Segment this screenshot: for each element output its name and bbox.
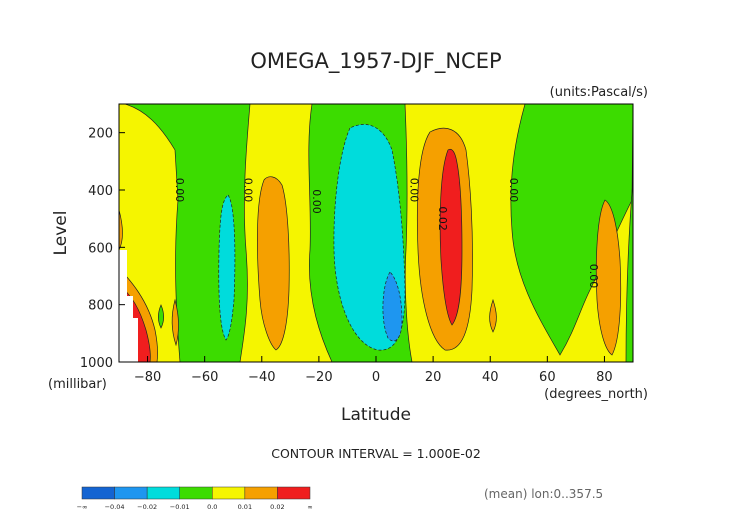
contour-label: 0.00 (507, 178, 520, 203)
y-axis-unit: (millibar) (48, 377, 107, 392)
x-tick-label: −80 (134, 370, 161, 385)
contour-label: 0.00 (173, 178, 186, 203)
y-tick-label: 1000 (80, 356, 113, 371)
contour-interval: CONTOUR INTERVAL = 1.000E-02 (271, 446, 481, 461)
contour-label: 0.00 (587, 264, 600, 289)
contour-labels: 0.00 0.00 0.00 0.00 0.02 0.00 0.00 (173, 178, 600, 289)
contour-label: 0.00 (242, 178, 255, 203)
y-tick-label: 400 (88, 184, 113, 199)
legend-swatch (212, 486, 246, 500)
legend-swatch (244, 486, 278, 500)
band-cyan-south (218, 194, 236, 341)
legend-label: ∞ (307, 503, 312, 511)
band-red-north (439, 148, 463, 326)
y-axis-label: Level (51, 211, 71, 256)
x-tick-label: −20 (305, 370, 332, 385)
contour-field (119, 104, 633, 362)
color-legend: −∞ −0.04 −0.02 −0.01 0.0 0.01 0.02 ∞ (77, 486, 313, 511)
mean-note: (mean) lon:0..357.5 (484, 487, 603, 501)
legend-swatch (277, 486, 311, 500)
x-tick-label: −60 (191, 370, 218, 385)
y-tick-label: 800 (88, 299, 113, 314)
band-blue-mid (382, 271, 403, 342)
legend-swatch (146, 486, 180, 500)
legend-label: −0.02 (137, 503, 157, 511)
contour-label: 0.02 (436, 206, 449, 231)
x-tick-label: 20 (425, 370, 442, 385)
band-orange-small-b (489, 298, 497, 333)
x-axis: −80 −60 −40 −20 0 20 40 60 80 (134, 356, 613, 385)
x-tick-label: 60 (539, 370, 556, 385)
x-tick-label: −40 (248, 370, 275, 385)
legend-swatch (114, 486, 148, 500)
y-tick-label: 600 (88, 241, 113, 256)
chart-units: (units:Pascal/s) (550, 85, 648, 100)
x-tick-label: 0 (372, 370, 380, 385)
x-axis-unit: (degrees_north) (544, 387, 648, 402)
contour-label: 0.00 (310, 189, 323, 214)
legend-swatch (81, 486, 115, 500)
missing-data-region (119, 250, 138, 362)
band-green-small (158, 304, 164, 329)
x-tick-label: 80 (596, 370, 613, 385)
chart-title: OMEGA_1957-DJF_NCEP (250, 49, 501, 74)
band-orange-small-a (171, 298, 179, 347)
legend-swatch (179, 486, 213, 500)
legend-label: −∞ (77, 503, 88, 511)
legend-label: 0.01 (238, 503, 252, 511)
band-orange-south-mid (257, 176, 290, 351)
contour-label: 0.00 (407, 178, 420, 203)
x-axis-label: Latitude (341, 405, 411, 425)
x-tick-label: 40 (482, 370, 499, 385)
y-tick-label: 200 (88, 127, 113, 142)
y-axis: 200 400 600 800 1000 (80, 127, 125, 371)
legend-label: −0.04 (105, 503, 125, 511)
legend-label: 0.0 (207, 503, 217, 511)
band-orange-north-edge (595, 199, 622, 356)
legend-label: 0.02 (270, 503, 284, 511)
legend-label: −0.01 (170, 503, 190, 511)
